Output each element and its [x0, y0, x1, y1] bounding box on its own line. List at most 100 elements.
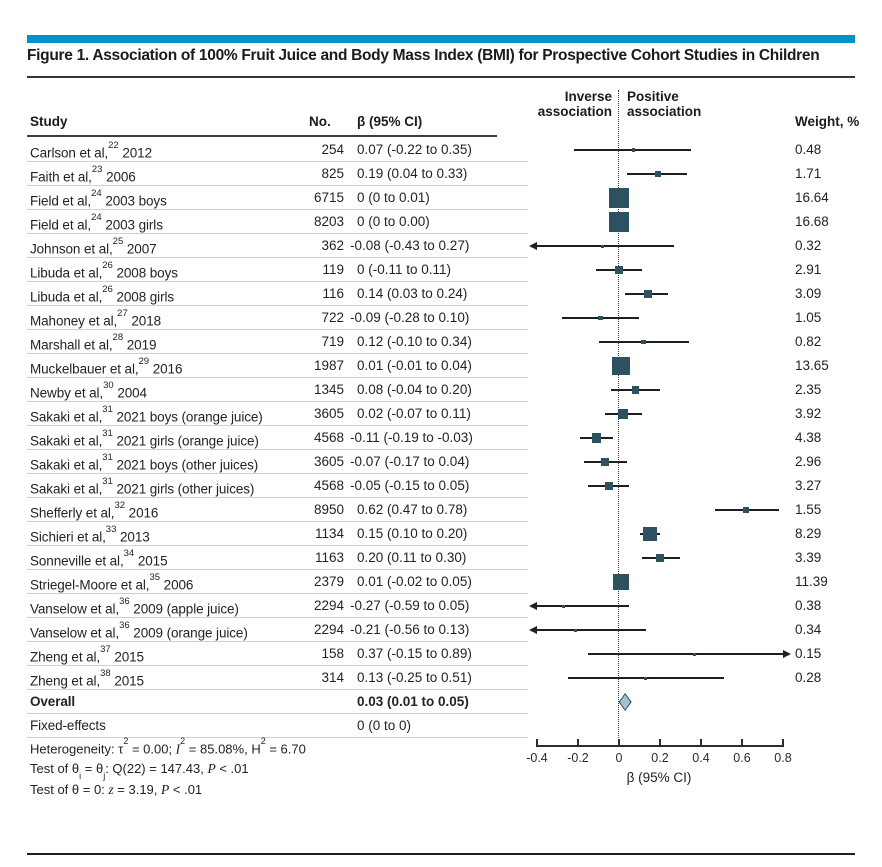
weight-value: 11.39 [795, 574, 828, 589]
inverse-association-line2: association [537, 104, 612, 119]
weight-value: 0.32 [795, 238, 822, 253]
stat-note-segment: z [108, 782, 114, 797]
weight-value: 0.34 [795, 622, 822, 637]
weight-value: 0.38 [795, 598, 822, 613]
row-separator [27, 281, 528, 282]
stat-note-segment: 2 [260, 736, 266, 746]
x-axis-tick-label: -0.4 [526, 751, 548, 765]
sample-size: 116 [322, 286, 344, 301]
x-axis-tick-label: 0.8 [774, 751, 792, 765]
effect-size-square [613, 574, 629, 590]
sample-size: 158 [321, 646, 344, 661]
column-header-weight: Weight, % [795, 114, 860, 129]
reference-number: 32 [114, 499, 126, 511]
table-row: Striegel-Moore et al,35 2006 2379 0.01 (-0… [27, 570, 855, 594]
stat-note-segment: P [161, 782, 170, 797]
stat-note-segment: i [79, 770, 82, 781]
reference-number: 22 [108, 139, 119, 151]
effect-size-square [642, 527, 657, 541]
stat-note-segment: = 85.08%, H [185, 741, 261, 757]
sample-size: 2294 [313, 598, 344, 613]
row-separator [27, 377, 528, 378]
row-separator [27, 233, 528, 234]
beta-ci-value: 0.15 (0.10 to 0.20) [357, 526, 468, 541]
ci-line [588, 653, 783, 655]
beta-ci-value: 0.07 (-0.22 to 0.35) [357, 142, 472, 157]
stat-note-line: Test of θi = θj: Q(22) = 147.43, P < .01 [30, 761, 249, 781]
study-label: Sakaki et al,31 2021 boys (other juices) [30, 451, 259, 473]
effect-size-square [562, 604, 566, 608]
ci-line [537, 245, 675, 247]
effect-size-square [574, 628, 578, 632]
row-separator [27, 305, 528, 306]
weight-value: 4.38 [795, 430, 822, 445]
stat-note-segment: Heterogeneity: τ [30, 741, 124, 757]
beta-ci-value: 0 (-0.11 to 0.11) [357, 262, 452, 277]
beta-ci-value: 0.03 (0.01 to 0.05) [357, 694, 469, 709]
sample-size: 254 [321, 142, 344, 157]
sample-size: 4568 [313, 430, 344, 445]
weight-value: 16.64 [795, 190, 829, 205]
reference-number: 26 [102, 259, 113, 271]
x-axis-tick [741, 739, 743, 745]
study-label: Marshall et al,28 2019 [30, 331, 157, 353]
table-row: Marshall et al,28 2019 719 0.12 (-0.10 to … [27, 330, 855, 354]
reference-number: 38 [100, 667, 111, 679]
row-separator [27, 689, 528, 690]
beta-ci-value: -0.05 (-0.15 to 0.05) [350, 478, 470, 493]
reference-number: 30 [103, 379, 114, 391]
study-label: Newby et al,30 2004 [30, 379, 147, 401]
row-separator [27, 737, 528, 738]
stat-note-segment: 2 [180, 736, 186, 746]
beta-ci-value: 0.37 (-0.15 to 0.89) [357, 646, 472, 661]
row-separator [27, 641, 528, 642]
table-row: Sichieri et al,33 2013 1134 0.15 (0.10 to … [27, 522, 855, 546]
stat-note-segment: : Q(22) = 147.43, [105, 761, 208, 776]
x-axis-tick-label: 0.4 [692, 751, 710, 765]
effect-size-square [631, 148, 635, 152]
stat-note-segment: Test of θ = 0: [30, 782, 109, 797]
column-header-no: No. [309, 114, 331, 129]
x-axis-tick-label: 0.6 [733, 751, 751, 765]
table-row: Zheng et al,37 2015 158 0.37 (-0.15 to 0.8… [27, 642, 855, 666]
table-row: Newby et al,30 2004 1345 0.08 (-0.04 to 0.… [27, 378, 855, 402]
study-label: Shefferly et al,32 2016 [30, 499, 159, 521]
stat-note-line: Test of θ = 0: z = 3.19, P < .01 [30, 782, 202, 798]
x-axis-tick [577, 739, 579, 745]
study-label: Sakaki et al,31 2021 girls (orange juice… [30, 427, 259, 449]
study-label: Muckelbauer et al,29 2016 [30, 355, 183, 377]
effect-size-square [609, 212, 629, 232]
row-separator [27, 449, 528, 450]
study-label: Sakaki et al,31 2021 boys (orange juice) [30, 403, 263, 425]
reference-number: 23 [91, 163, 103, 175]
row-separator [27, 617, 528, 618]
weight-value: 0.28 [795, 670, 822, 685]
row-separator [27, 545, 528, 546]
row-separator [27, 209, 528, 210]
sample-size: 825 [321, 166, 344, 181]
study-label: Sonneville et al,34 2015 [30, 547, 168, 569]
sample-size: 1987 [313, 358, 344, 373]
x-axis-tick [700, 739, 702, 745]
reference-number: 24 [91, 211, 102, 223]
plot-header-positive-association: Positive association [627, 89, 747, 119]
beta-ci-value: 0 (0 to 0.00) [357, 214, 430, 229]
row-separator [27, 353, 528, 354]
stat-note-segment: = 0.00; [128, 741, 176, 757]
effect-size-square [614, 265, 623, 274]
reference-number: 36 [119, 619, 130, 631]
study-label: Mahoney et al,27 2018 [30, 307, 162, 329]
reference-number: 31 [102, 451, 113, 463]
beta-ci-value: 0.02 (-0.07 to 0.11) [357, 406, 471, 421]
reference-number: 34 [123, 547, 135, 559]
study-label: Field et al,24 2003 girls [30, 211, 163, 233]
table-row: Zheng et al,38 2015 314 0.13 (-0.25 to 0.5… [27, 666, 855, 690]
study-label: Vanselow et al,36 2009 (apple juice) [30, 595, 239, 617]
sample-size: 3605 [313, 406, 344, 421]
effect-size-square [600, 457, 609, 467]
table-row: Overall 0.03 (0.01 to 0.05) [27, 690, 855, 714]
beta-ci-value: 0.01 (-0.02 to 0.05) [357, 574, 472, 589]
beta-ci-value: 0.14 (0.03 to 0.24) [357, 286, 468, 301]
table-row: Vanselow et al,36 2009 (orange juice) 229… [27, 618, 855, 642]
beta-ci-value: -0.21 (-0.56 to 0.13) [350, 622, 470, 637]
